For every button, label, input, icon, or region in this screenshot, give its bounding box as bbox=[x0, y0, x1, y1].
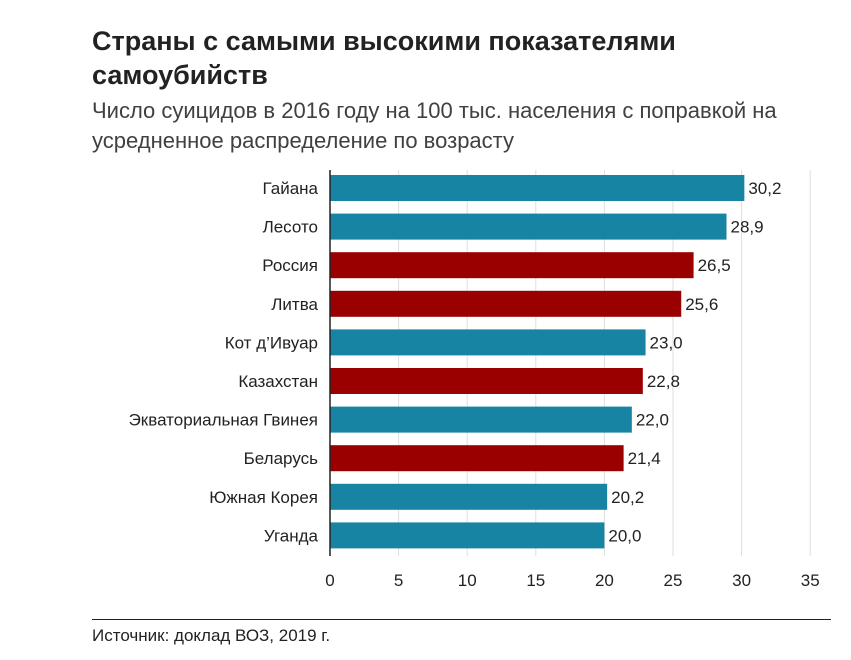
value-label: 28,9 bbox=[731, 218, 764, 237]
category-label: Уганда bbox=[264, 526, 319, 545]
value-label: 25,6 bbox=[685, 295, 718, 314]
x-tick-label: 15 bbox=[526, 571, 545, 590]
value-label: 21,4 bbox=[628, 449, 661, 468]
value-label: 30,2 bbox=[748, 179, 781, 198]
category-label: Беларусь bbox=[244, 449, 318, 468]
value-label: 22,8 bbox=[647, 372, 680, 391]
bar bbox=[330, 213, 727, 240]
value-label: 20,0 bbox=[608, 526, 641, 545]
bar bbox=[330, 445, 624, 472]
x-tick-label: 0 bbox=[325, 571, 334, 590]
category-label: Россия bbox=[262, 256, 318, 275]
bar bbox=[330, 522, 605, 549]
value-label: 20,2 bbox=[611, 488, 644, 507]
bar bbox=[330, 329, 646, 356]
bar bbox=[330, 175, 745, 201]
category-label: Экваториальная Гвинея bbox=[129, 411, 318, 430]
category-label: Литва bbox=[271, 295, 318, 314]
x-tick-label: 20 bbox=[595, 571, 614, 590]
value-label: 26,5 bbox=[698, 256, 731, 275]
x-tick-label: 5 bbox=[394, 571, 403, 590]
category-label: Южная Корея bbox=[209, 488, 318, 507]
x-tick-label: 25 bbox=[664, 571, 683, 590]
x-tick-label: 10 bbox=[458, 571, 477, 590]
bar bbox=[330, 252, 694, 279]
category-label: Гайана bbox=[263, 179, 319, 198]
bar bbox=[330, 406, 632, 433]
category-label: Кот д’Ивуар bbox=[225, 333, 318, 352]
category-label: Лесото bbox=[263, 218, 318, 237]
x-tick-label: 35 bbox=[801, 571, 820, 590]
value-label: 23,0 bbox=[650, 333, 683, 352]
x-tick-label: 30 bbox=[732, 571, 751, 590]
bar bbox=[330, 483, 608, 510]
value-label: 22,0 bbox=[636, 411, 669, 430]
bar bbox=[330, 368, 643, 394]
source-note: Источник: доклад ВОЗ, 2019 г. bbox=[92, 626, 331, 645]
bar bbox=[330, 290, 682, 317]
chart-subtitle: Число суицидов в 2016 году на 100 тыс. н… bbox=[92, 98, 777, 153]
chart-title: Страны с самыми высокими показателями са… bbox=[92, 26, 676, 90]
footer-divider bbox=[92, 619, 831, 620]
category-label: Казахстан bbox=[238, 372, 318, 391]
